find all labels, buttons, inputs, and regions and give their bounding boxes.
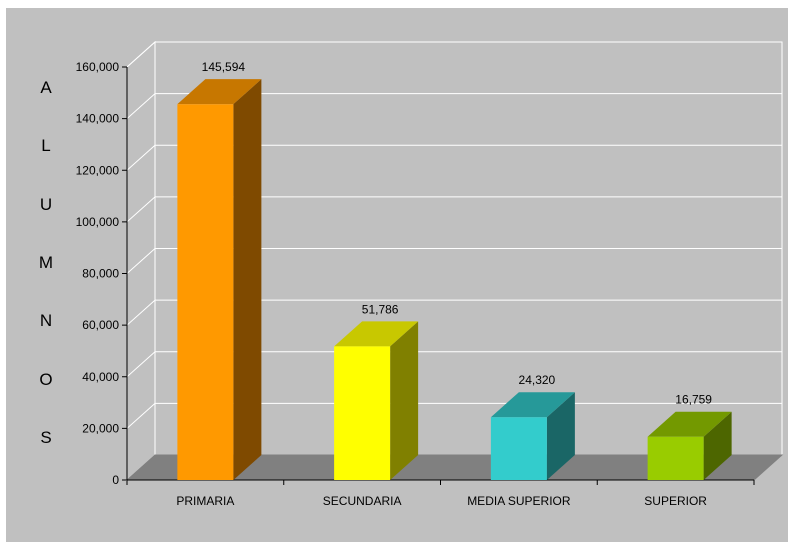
bar-top-secundaria bbox=[334, 321, 419, 347]
y-tick-label: 140,000 bbox=[76, 112, 120, 126]
data-label: 145,594 bbox=[202, 60, 246, 74]
data-label: 24,320 bbox=[519, 373, 556, 387]
bar-top-media-superior bbox=[490, 392, 575, 418]
bar-media-superior bbox=[490, 417, 547, 480]
y-axis-title-letter: A bbox=[40, 78, 52, 97]
y-axis-title-letter: N bbox=[39, 311, 53, 331]
y-axis-title-letter: L bbox=[41, 136, 51, 156]
y-tick-label: 20,000 bbox=[82, 421, 119, 435]
y-tick-label: 160,000 bbox=[76, 60, 120, 74]
bar-secundaria bbox=[334, 346, 391, 480]
x-tick-label: SUPERIOR bbox=[644, 494, 707, 508]
y-tick-label: 80,000 bbox=[82, 267, 119, 281]
y-axis-title-letter: M bbox=[38, 252, 54, 272]
gridline bbox=[126, 196, 782, 223]
x-tick-label: PRIMARIA bbox=[176, 494, 234, 508]
gridline bbox=[126, 299, 782, 326]
gridline bbox=[126, 144, 782, 171]
y-tick-label: 100,000 bbox=[76, 215, 120, 229]
x-tick-label: SECUNDARIA bbox=[323, 494, 402, 508]
bar-side-superior bbox=[703, 411, 732, 480]
y-tick-label: 0 bbox=[112, 473, 119, 487]
x-tick-label: MEDIA SUPERIOR bbox=[467, 494, 571, 508]
gridline bbox=[126, 41, 782, 68]
y-tick-label: 60,000 bbox=[82, 318, 119, 332]
bar-top-primaria bbox=[177, 79, 262, 105]
chart-plot: 0 20,000 40,000 60,000 80,000 100,000 120,000 1… bbox=[76, 40, 784, 508]
y-axis-title: A L U M N O S bbox=[34, 78, 58, 448]
bar-top-superior bbox=[647, 411, 732, 437]
y-axis-title-letter: S bbox=[40, 427, 52, 447]
y-axis-title-letter: U bbox=[39, 194, 53, 214]
y-tick-label: 120,000 bbox=[76, 163, 120, 177]
y-axis-title-letter: O bbox=[39, 369, 53, 389]
gridline bbox=[126, 248, 782, 274]
bar-side-primaria bbox=[233, 79, 262, 480]
data-label: 16,759 bbox=[675, 393, 712, 407]
bar-superior bbox=[647, 436, 704, 480]
bar-primaria bbox=[177, 104, 234, 480]
gridline bbox=[126, 351, 782, 378]
y-tick-label: 40,000 bbox=[82, 370, 119, 384]
chart-area: A L U M N O S 0 20,000 40,000 60,000 80,000 100,000… bbox=[6, 8, 788, 542]
bar-side-secundaria bbox=[390, 321, 419, 480]
bar-side-media-superior bbox=[546, 392, 575, 480]
gridline bbox=[126, 93, 782, 119]
data-label: 51,786 bbox=[362, 302, 399, 316]
